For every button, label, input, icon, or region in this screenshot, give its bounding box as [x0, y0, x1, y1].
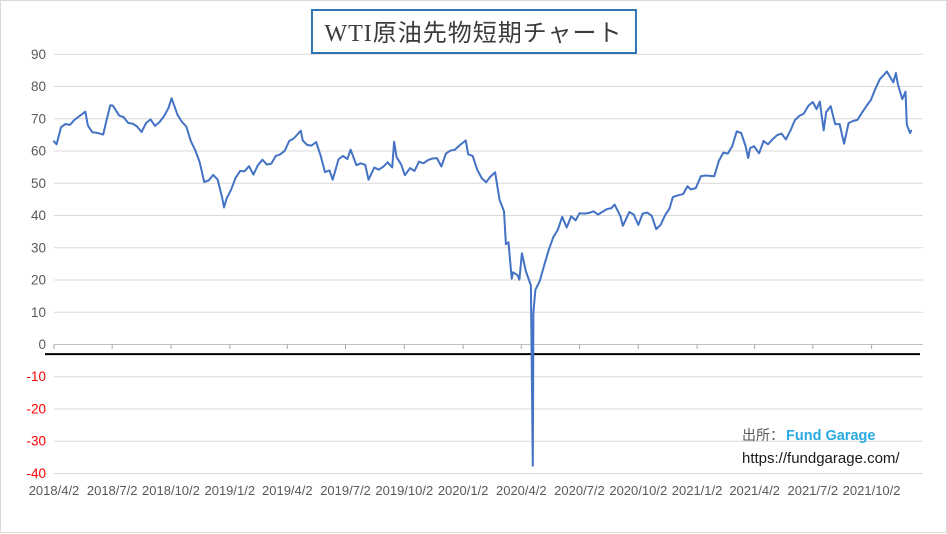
x-tick-label: 2018/4/2 [29, 483, 80, 498]
y-tick-label: 90 [31, 47, 46, 62]
x-tick-label: 2020/10/2 [609, 483, 667, 498]
y-tick-label: -20 [26, 401, 46, 416]
y-tick-label: 20 [31, 273, 46, 288]
x-tick-label: 2018/10/2 [142, 483, 200, 498]
x-tick-label: 2021/1/2 [672, 483, 723, 498]
x-tick-label: 2018/7/2 [87, 483, 138, 498]
y-tick-label: 80 [31, 79, 46, 94]
x-tick-label: 2020/4/2 [496, 483, 547, 498]
x-tick-label: 2019/4/2 [262, 483, 313, 498]
x-tick-label: 2019/10/2 [375, 483, 433, 498]
y-tick-label: -40 [26, 466, 46, 481]
y-tick-label: -30 [26, 434, 46, 449]
x-tick-label: 2021/7/2 [787, 483, 838, 498]
x-tick-label: 2021/4/2 [729, 483, 780, 498]
source-prefix-label: 出所： [742, 427, 784, 443]
y-tick-label: 30 [31, 240, 46, 255]
source-url: https://fundgarage.com/ [742, 450, 900, 467]
y-tick-label: 50 [31, 176, 46, 191]
x-tick-label: 2020/1/2 [438, 483, 489, 498]
source-credit: 出所： Fund Garage [742, 425, 875, 445]
x-tick-label: 2019/1/2 [204, 483, 255, 498]
chart-title: WTI原油先物短期チャート [324, 21, 623, 47]
x-tick-label: 2021/10/2 [843, 483, 901, 498]
y-tick-label: 40 [31, 208, 46, 223]
x-tick-label: 2020/7/2 [554, 483, 605, 498]
y-tick-label: -10 [26, 369, 46, 384]
y-tick-label: 60 [31, 144, 46, 159]
price-line [53, 70, 913, 467]
y-tick-label: 0 [38, 337, 46, 352]
y-tick-label: 70 [31, 111, 46, 126]
source-name-label: Fund Garage [786, 428, 876, 444]
chart-title-box: WTI原油先物短期チャート [310, 9, 637, 54]
y-tick-label: 10 [31, 305, 46, 320]
x-tick-label: 2019/7/2 [320, 483, 371, 498]
